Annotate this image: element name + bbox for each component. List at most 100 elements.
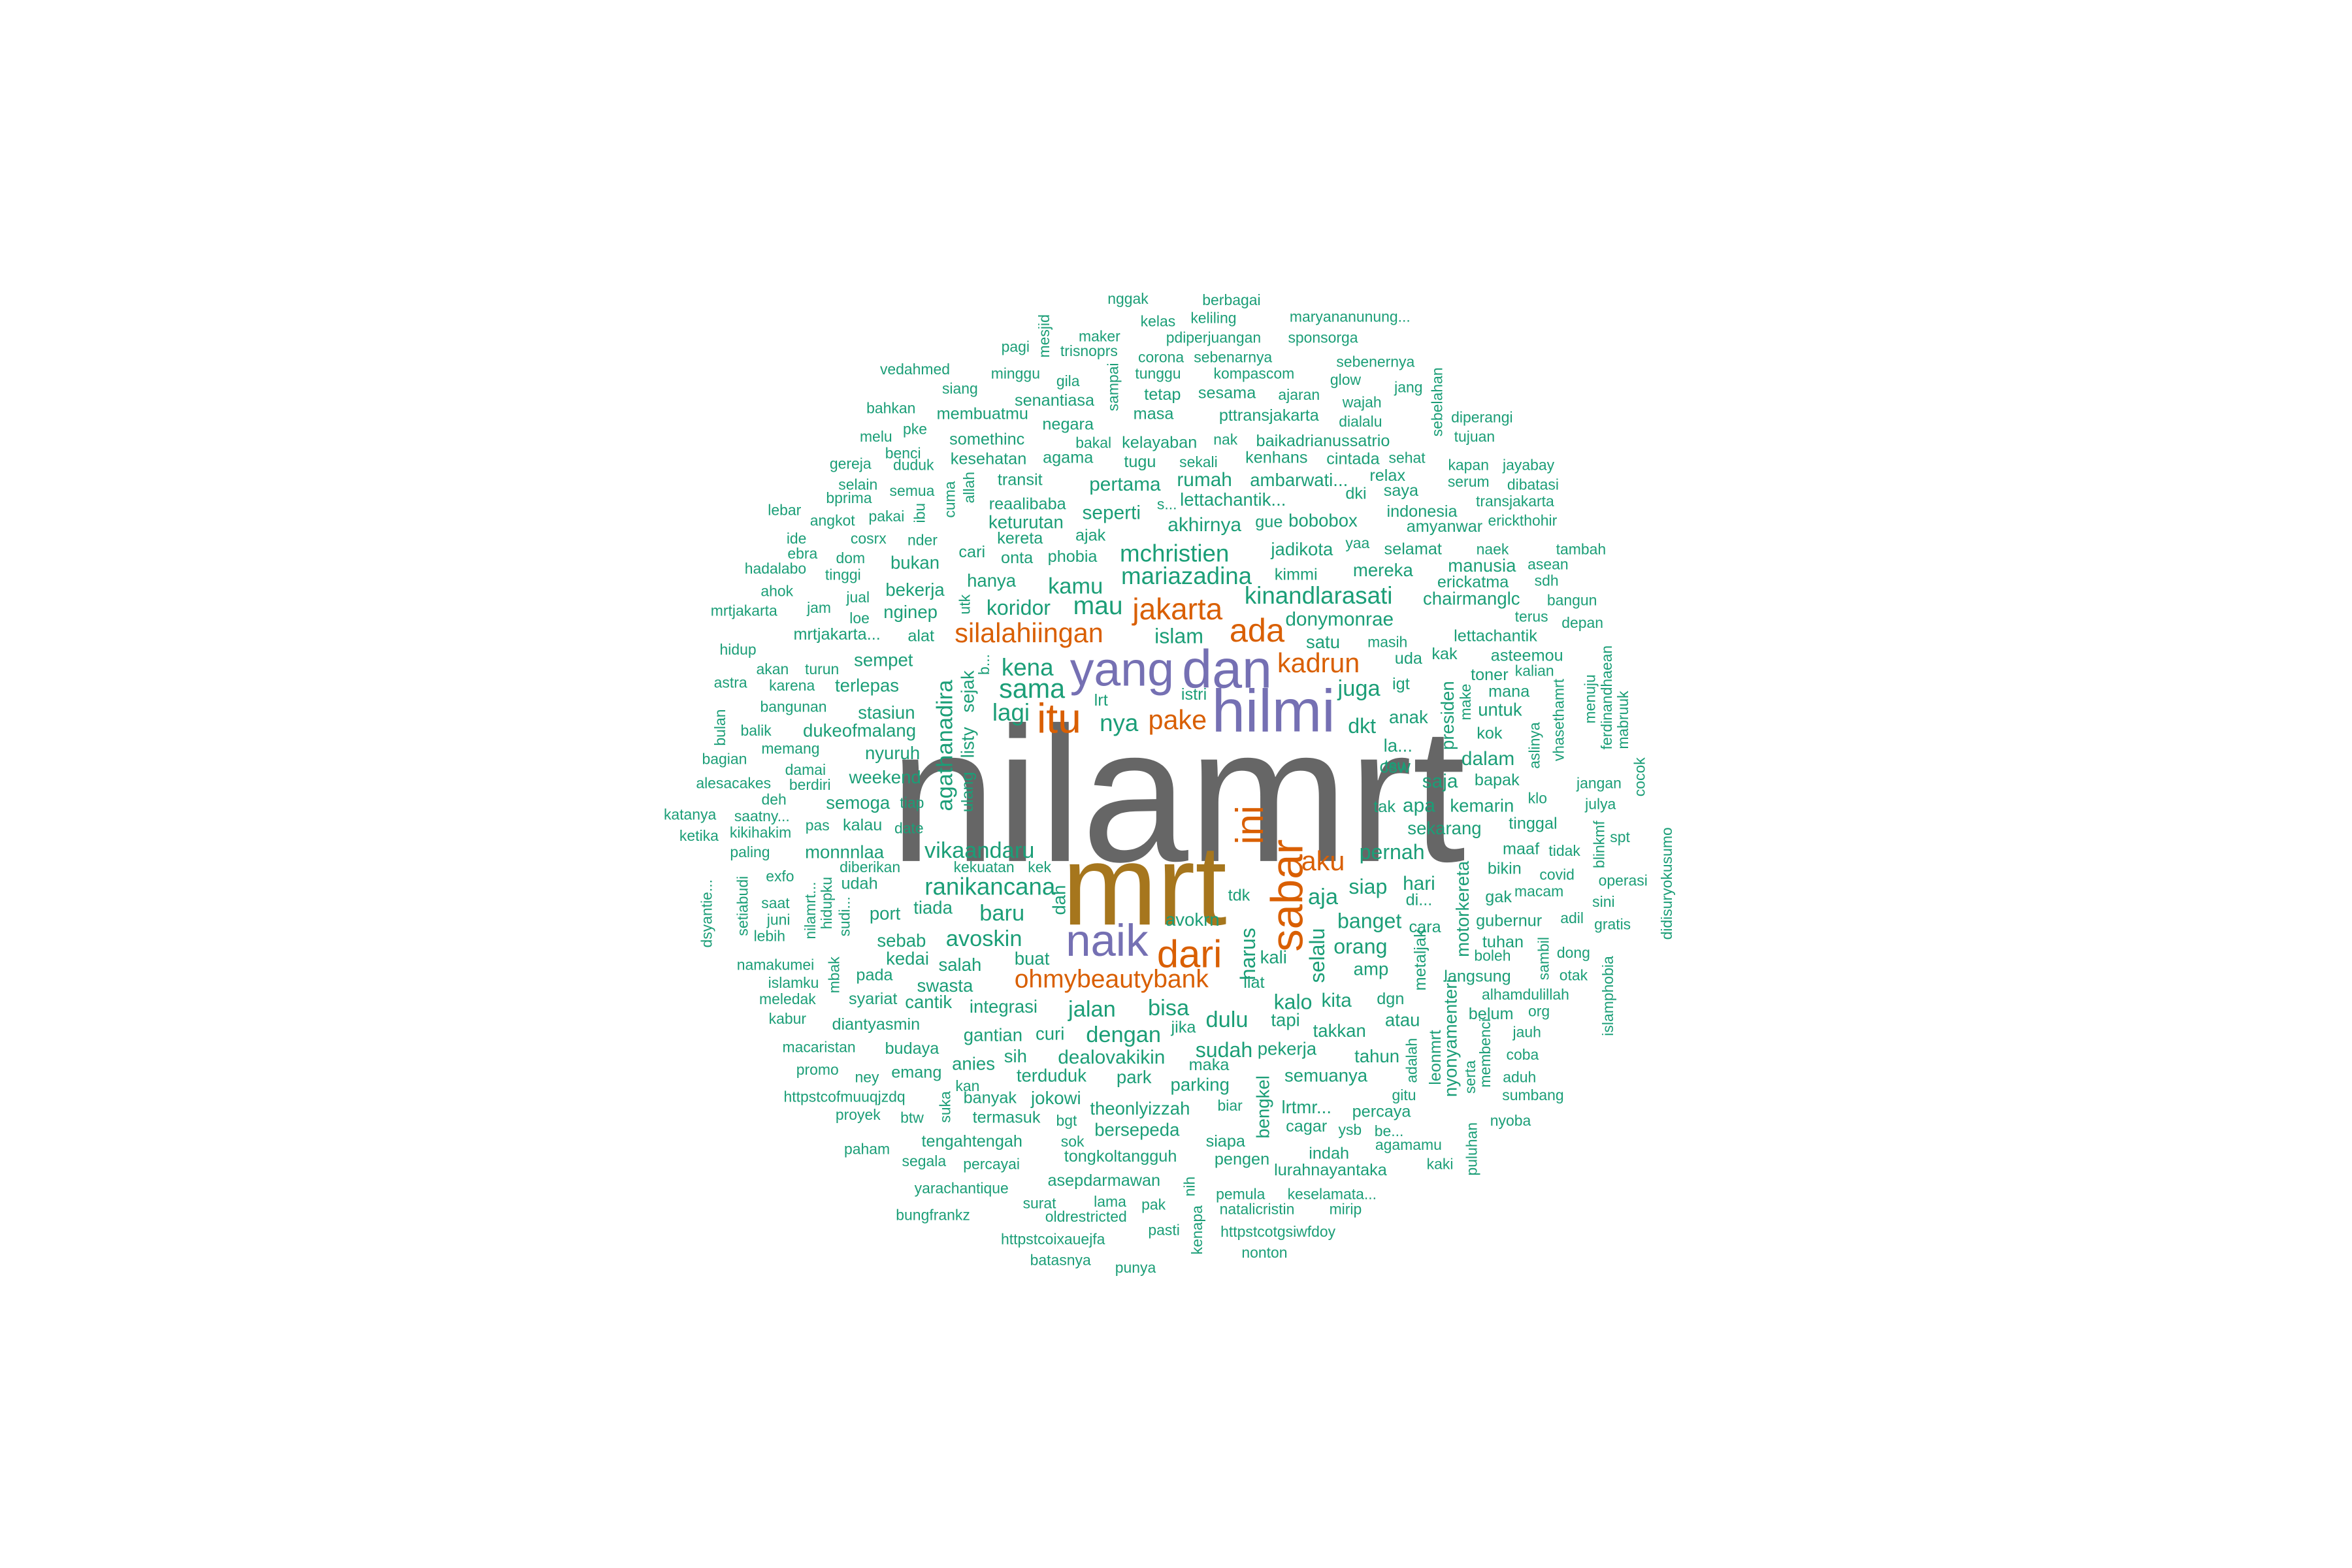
word-306: ferdinandhaean: [1598, 645, 1615, 749]
word-156: negara: [1042, 416, 1094, 434]
word-313: asean: [1527, 555, 1569, 572]
word-249: btw: [900, 1109, 924, 1126]
word-2: hilmi: [1212, 678, 1335, 744]
word-151: transit: [998, 471, 1043, 489]
word-118: tengahtengah: [922, 1132, 1022, 1151]
word-311: bangun: [1547, 591, 1597, 608]
word-52: saja: [1422, 771, 1458, 792]
word-123: tiada: [913, 898, 953, 918]
word-11: jakarta: [1131, 592, 1222, 626]
word-244: macaristan: [782, 1039, 855, 1056]
word-359: sebenernya: [1336, 353, 1414, 370]
word-337: amyanwar: [1407, 517, 1482, 536]
word-192: semua: [889, 482, 934, 499]
word-88: atau: [1385, 1010, 1420, 1030]
word-63: lettachantik...: [1180, 489, 1286, 510]
word-51: apa: [1403, 794, 1435, 816]
word-18: mariazadina: [1121, 563, 1252, 589]
word-362: bakal: [1075, 434, 1111, 451]
word-206: mrtjakarta: [711, 602, 777, 619]
word-298: blinkmf: [1590, 821, 1607, 868]
word-69: lettachantik: [1454, 627, 1537, 645]
word-58: rumah: [1177, 469, 1232, 491]
word-125: kedai: [886, 949, 929, 969]
word-46: pernah: [1360, 840, 1425, 864]
word-297: didisuryokusumo: [1658, 827, 1675, 939]
word-101: siapa: [1206, 1132, 1246, 1151]
word-29: kamu: [1048, 574, 1103, 599]
word-157: senantiasa: [1015, 391, 1095, 410]
word-136: stasiun: [858, 702, 915, 723]
word-0: nilamrt: [889, 688, 1466, 902]
word-53: dalam: [1462, 748, 1514, 770]
word-305: mabruuk: [1614, 691, 1631, 749]
word-191: selain: [838, 476, 877, 493]
word-381: biar: [1218, 1097, 1243, 1114]
word-351: jayabay: [1502, 457, 1555, 474]
word-154: somethinc: [949, 431, 1024, 449]
word-241: islamku: [768, 974, 819, 991]
word-179: trisnoprs: [1060, 342, 1118, 359]
word-325: tau: [1384, 757, 1405, 774]
word-224: ketika: [679, 827, 719, 844]
word-97: percaya: [1352, 1102, 1412, 1120]
word-226: paling: [730, 843, 770, 860]
word-36: dulu: [1206, 1007, 1249, 1032]
word-199: nder: [907, 532, 938, 549]
word-133: weekend: [848, 767, 921, 787]
word-342: dki: [1345, 484, 1366, 502]
word-171: pdiperjuangan: [1166, 329, 1261, 346]
word-139: mrtjakarta...: [793, 625, 880, 644]
word-378: kali: [1260, 947, 1287, 967]
word-279: aduh: [1503, 1068, 1536, 1085]
word-285: alhamdulillah: [1482, 986, 1569, 1003]
word-235: exfo: [766, 868, 794, 885]
word-287: sambil: [1535, 937, 1552, 980]
word-183: vedahmed: [880, 361, 950, 378]
word-269: nonton: [1241, 1244, 1287, 1261]
word-112: gantian: [964, 1025, 1022, 1045]
word-310: depan: [1561, 614, 1603, 631]
word-213: karena: [769, 677, 815, 694]
word-104: bersepeda: [1094, 1119, 1180, 1139]
word-295: tidak: [1548, 842, 1580, 859]
word-20: agathanadira: [932, 679, 957, 811]
word-255: bungfrankz: [896, 1207, 970, 1224]
word-33: jalan: [1068, 997, 1116, 1022]
word-289: gratis: [1594, 915, 1631, 932]
word-210: akan: [757, 661, 789, 678]
word-296: spt: [1610, 828, 1630, 845]
word-276: puluhan: [1463, 1122, 1480, 1176]
word-263: punya: [1115, 1259, 1156, 1276]
word-14: pake: [1148, 705, 1207, 735]
word-393: dah: [1049, 885, 1069, 915]
word-31: islam: [1154, 624, 1203, 647]
word-292: operasi: [1599, 872, 1648, 889]
word-345: sehat: [1389, 449, 1426, 466]
word-78: bikin: [1488, 859, 1522, 877]
word-252: segala: [902, 1152, 946, 1169]
word-223: saatny...: [734, 808, 790, 825]
word-236: saat: [761, 894, 790, 911]
word-261: pasti: [1148, 1222, 1179, 1239]
word-103: theonlyizzah: [1090, 1098, 1190, 1119]
word-194: lebar: [768, 502, 801, 519]
word-39: juga: [1337, 676, 1381, 701]
word-176: nggak: [1107, 290, 1149, 307]
word-83: belum: [1469, 1005, 1514, 1023]
word-383: nih: [1181, 1177, 1198, 1197]
word-273: ysb: [1338, 1121, 1362, 1138]
word-167: kompascom: [1214, 365, 1295, 382]
word-189: duduk: [893, 457, 934, 474]
word-128: emang: [891, 1064, 941, 1082]
word-248: proyek: [836, 1106, 881, 1123]
word-161: kenhans: [1245, 448, 1307, 466]
word-294: covid: [1539, 866, 1575, 883]
word-71: presiden: [1437, 681, 1458, 750]
word-230: tiap: [900, 794, 924, 811]
word-227: pas: [806, 817, 830, 834]
word-251: paham: [844, 1141, 890, 1158]
word-164: tetap: [1144, 385, 1181, 404]
word-187: pke: [903, 421, 927, 438]
word-205: jual: [845, 589, 870, 606]
